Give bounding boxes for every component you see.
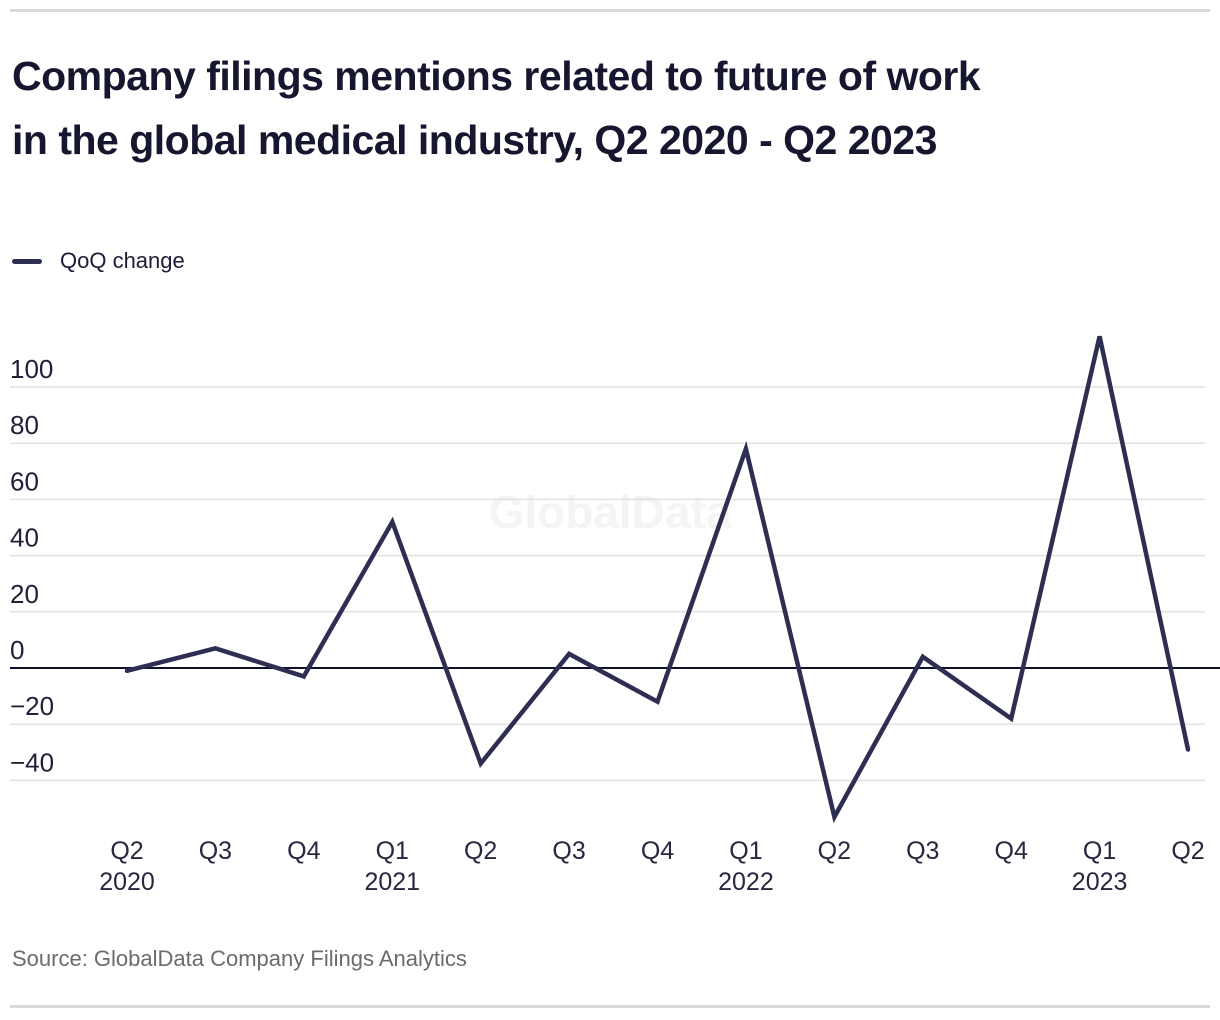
y-tick-label: 0 [10,635,24,665]
x-tick-label: Q4 [234,836,374,867]
y-tick-label: 60 [10,466,39,496]
watermark-text: GlobalData [489,486,732,538]
x-tick-label-line: 2023 [1071,868,1128,896]
legend: QoQ change [12,245,185,277]
x-tick-label-line: 2021 [364,868,421,896]
x-tick-label: Q2 [1118,836,1220,867]
x-tick-label-line: Q4 [640,837,675,865]
x-tick-label: Q1 2021 [322,836,462,898]
x-tick-label-line: Q1 [1082,837,1117,865]
x-tick-label: Q3 [853,836,993,867]
x-tick-label-line: Q3 [906,837,940,865]
top-divider [10,9,1210,12]
x-tick-label-line: 2022 [718,868,774,896]
x-tick-label-line: Q3 [198,837,233,865]
y-tick-label: −20 [10,691,54,721]
qoq-line-chart: GlobalData 100 80 60 40 20 0 −20 −40 [10,335,1220,824]
x-tick-label: Q4 [941,836,1081,867]
legend-label: QoQ change [60,248,185,273]
x-tick-label: Q2 2020 [57,836,197,898]
legend-line-swatch [12,258,42,264]
y-tick-label: 100 [10,354,53,384]
x-tick-label: Q1 2023 [1030,836,1170,898]
source-note: Source: GlobalData Company Filings Analy… [12,946,467,971]
x-tick-label-line: Q2 [463,837,498,865]
bottom-divider [10,1005,1210,1008]
page-title-line2: in the global medical industry, Q2 2020 … [12,117,937,163]
y-tick-label: −40 [10,747,54,777]
x-tick-label: Q3 [145,836,285,867]
x-tick-label: Q2 [764,836,904,867]
y-tick-label: 80 [10,410,39,440]
x-tick-label-line: Q4 [287,837,321,865]
x-tick-label-line: Q1 [375,837,409,865]
x-tick-label-line: 2020 [99,868,155,896]
x-axis-labels: Q2 2020 Q3 Q4 Q1 2021 Q2 Q3 Q4 Q1 2022 Q2 Q3 Q4 Q1 2023… [0,836,1220,900]
page-title: Company filings mentions related to futu… [12,44,1202,172]
x-tick-label-line: Q3 [552,837,586,865]
x-tick-label-line: Q2 [110,837,144,865]
y-tick-label: 40 [10,523,39,553]
x-tick-label-line: Q4 [994,837,1028,865]
x-tick-label-line: Q2 [1171,837,1205,865]
x-tick-label: Q2 [411,836,551,867]
x-tick-label-line: Q2 [817,837,852,865]
y-tick-label: 20 [10,579,39,609]
x-tick-label-line: Q1 [729,837,763,865]
page-title-line1: Company filings mentions related to futu… [12,53,981,99]
qoq-change-series-line [124,335,1191,824]
x-tick-label: Q1 2022 [676,836,816,898]
x-tick-label: Q3 [499,836,639,867]
x-tick-label: Q4 [588,836,728,867]
